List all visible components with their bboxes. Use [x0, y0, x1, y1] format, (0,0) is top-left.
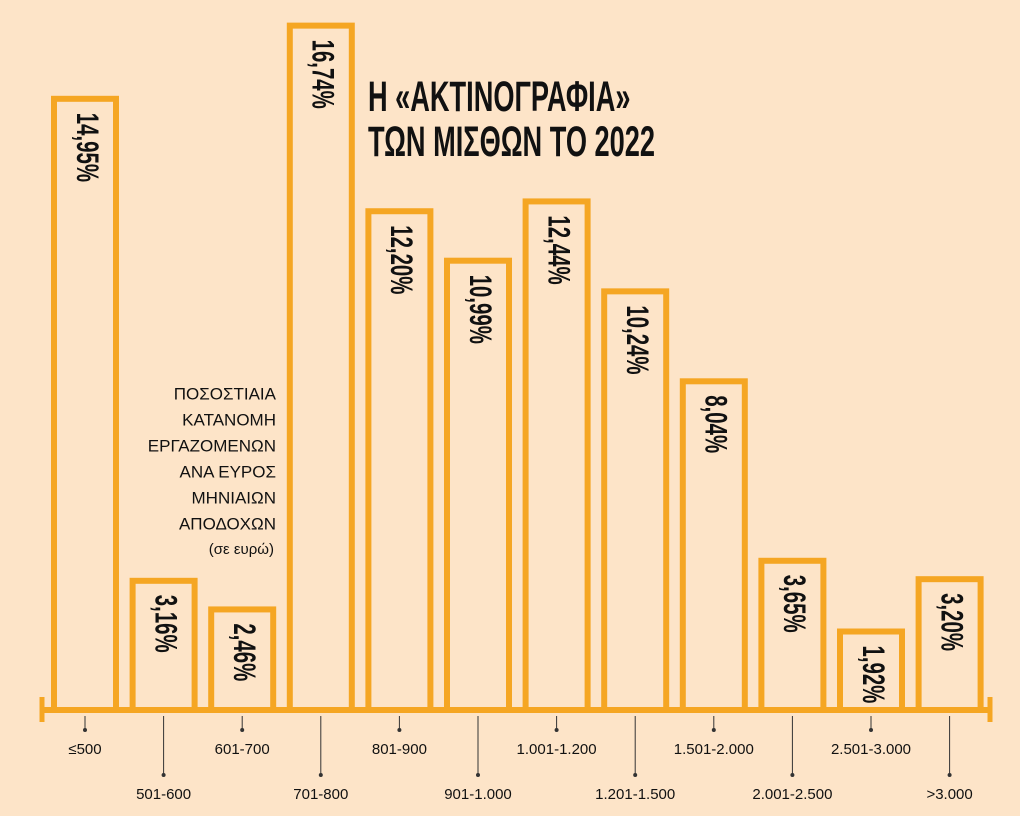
- x-tick-label: 2.001-2.500: [752, 786, 832, 803]
- chart-title: ΤΩΝ ΜΙΣΘΩΝ ΤΟ 2022: [368, 118, 655, 166]
- x-tick-dot: [240, 728, 245, 732]
- subtitle: ΑΝΑ ΕΥΡΟΣ: [180, 462, 277, 481]
- x-tick-dot: [554, 728, 559, 732]
- x-tick-label: 2.501-3.000: [831, 741, 911, 758]
- x-tick-dot: [476, 773, 480, 777]
- value-label: 3,20%: [934, 593, 970, 651]
- x-tick-dot: [83, 728, 87, 732]
- x-tick-label: ≤500: [68, 741, 101, 758]
- x-tick-label: 1.201-1.500: [595, 786, 675, 803]
- x-tick-label: 1.001-1.200: [517, 741, 597, 758]
- x-tick-dot: [161, 773, 166, 777]
- x-tick-label: 801-900: [372, 741, 427, 758]
- bar: [286, 22, 355, 714]
- x-tick-dot: [947, 773, 952, 777]
- value-label: 14,95%: [70, 113, 106, 182]
- x-tick-label: 1.501-2.000: [674, 741, 754, 758]
- value-label: 1,92%: [856, 646, 892, 704]
- x-tick-dot: [711, 728, 716, 732]
- x-tick-dot: [397, 728, 402, 732]
- subtitle: ΚΑΤΑΝΟΜΗ: [182, 410, 276, 429]
- value-label: 16,74%: [305, 40, 341, 109]
- x-tick-label: >3.000: [926, 786, 972, 803]
- value-label: 3,65%: [777, 575, 813, 633]
- x-tick-label: 501-600: [136, 786, 191, 803]
- subtitle: ΜΗΝΙΑΙΩΝ: [192, 488, 277, 507]
- subtitle: ΑΠΟΔΟΧΩΝ: [179, 514, 276, 533]
- subtitle: ΕΡΓΑΖΟΜΕΝΩΝ: [148, 436, 276, 455]
- subtitle: ΠΟΣΟΣΤΙΑΙΑ: [174, 384, 277, 403]
- bar: [444, 257, 512, 713]
- x-tick-dot: [633, 773, 638, 777]
- bar: [915, 576, 984, 713]
- bar: [51, 95, 119, 713]
- value-label: 3,16%: [148, 595, 184, 653]
- chart-title: Η «ΑΚΤΙΝΟΓΡΑΦΙΑ»: [368, 73, 630, 121]
- x-tick-label: 601-700: [215, 741, 270, 758]
- x-tick-label: 901-1.000: [444, 786, 512, 803]
- bar: [129, 577, 198, 713]
- value-label: 10,99%: [463, 275, 499, 344]
- x-tick-dot: [318, 773, 323, 777]
- value-label: 10,24%: [620, 305, 656, 374]
- value-label: 12,44%: [541, 215, 577, 284]
- unit-note: (σε ευρώ): [209, 541, 274, 558]
- bar: [365, 208, 434, 713]
- value-label: 8,04%: [698, 395, 734, 453]
- x-tick-label: 701-800: [293, 786, 348, 803]
- bar: [601, 288, 670, 713]
- value-label: 12,20%: [384, 225, 420, 294]
- x-tick-dot: [790, 773, 795, 777]
- value-label: 2,46%: [227, 623, 263, 681]
- x-tick-dot: [869, 728, 873, 732]
